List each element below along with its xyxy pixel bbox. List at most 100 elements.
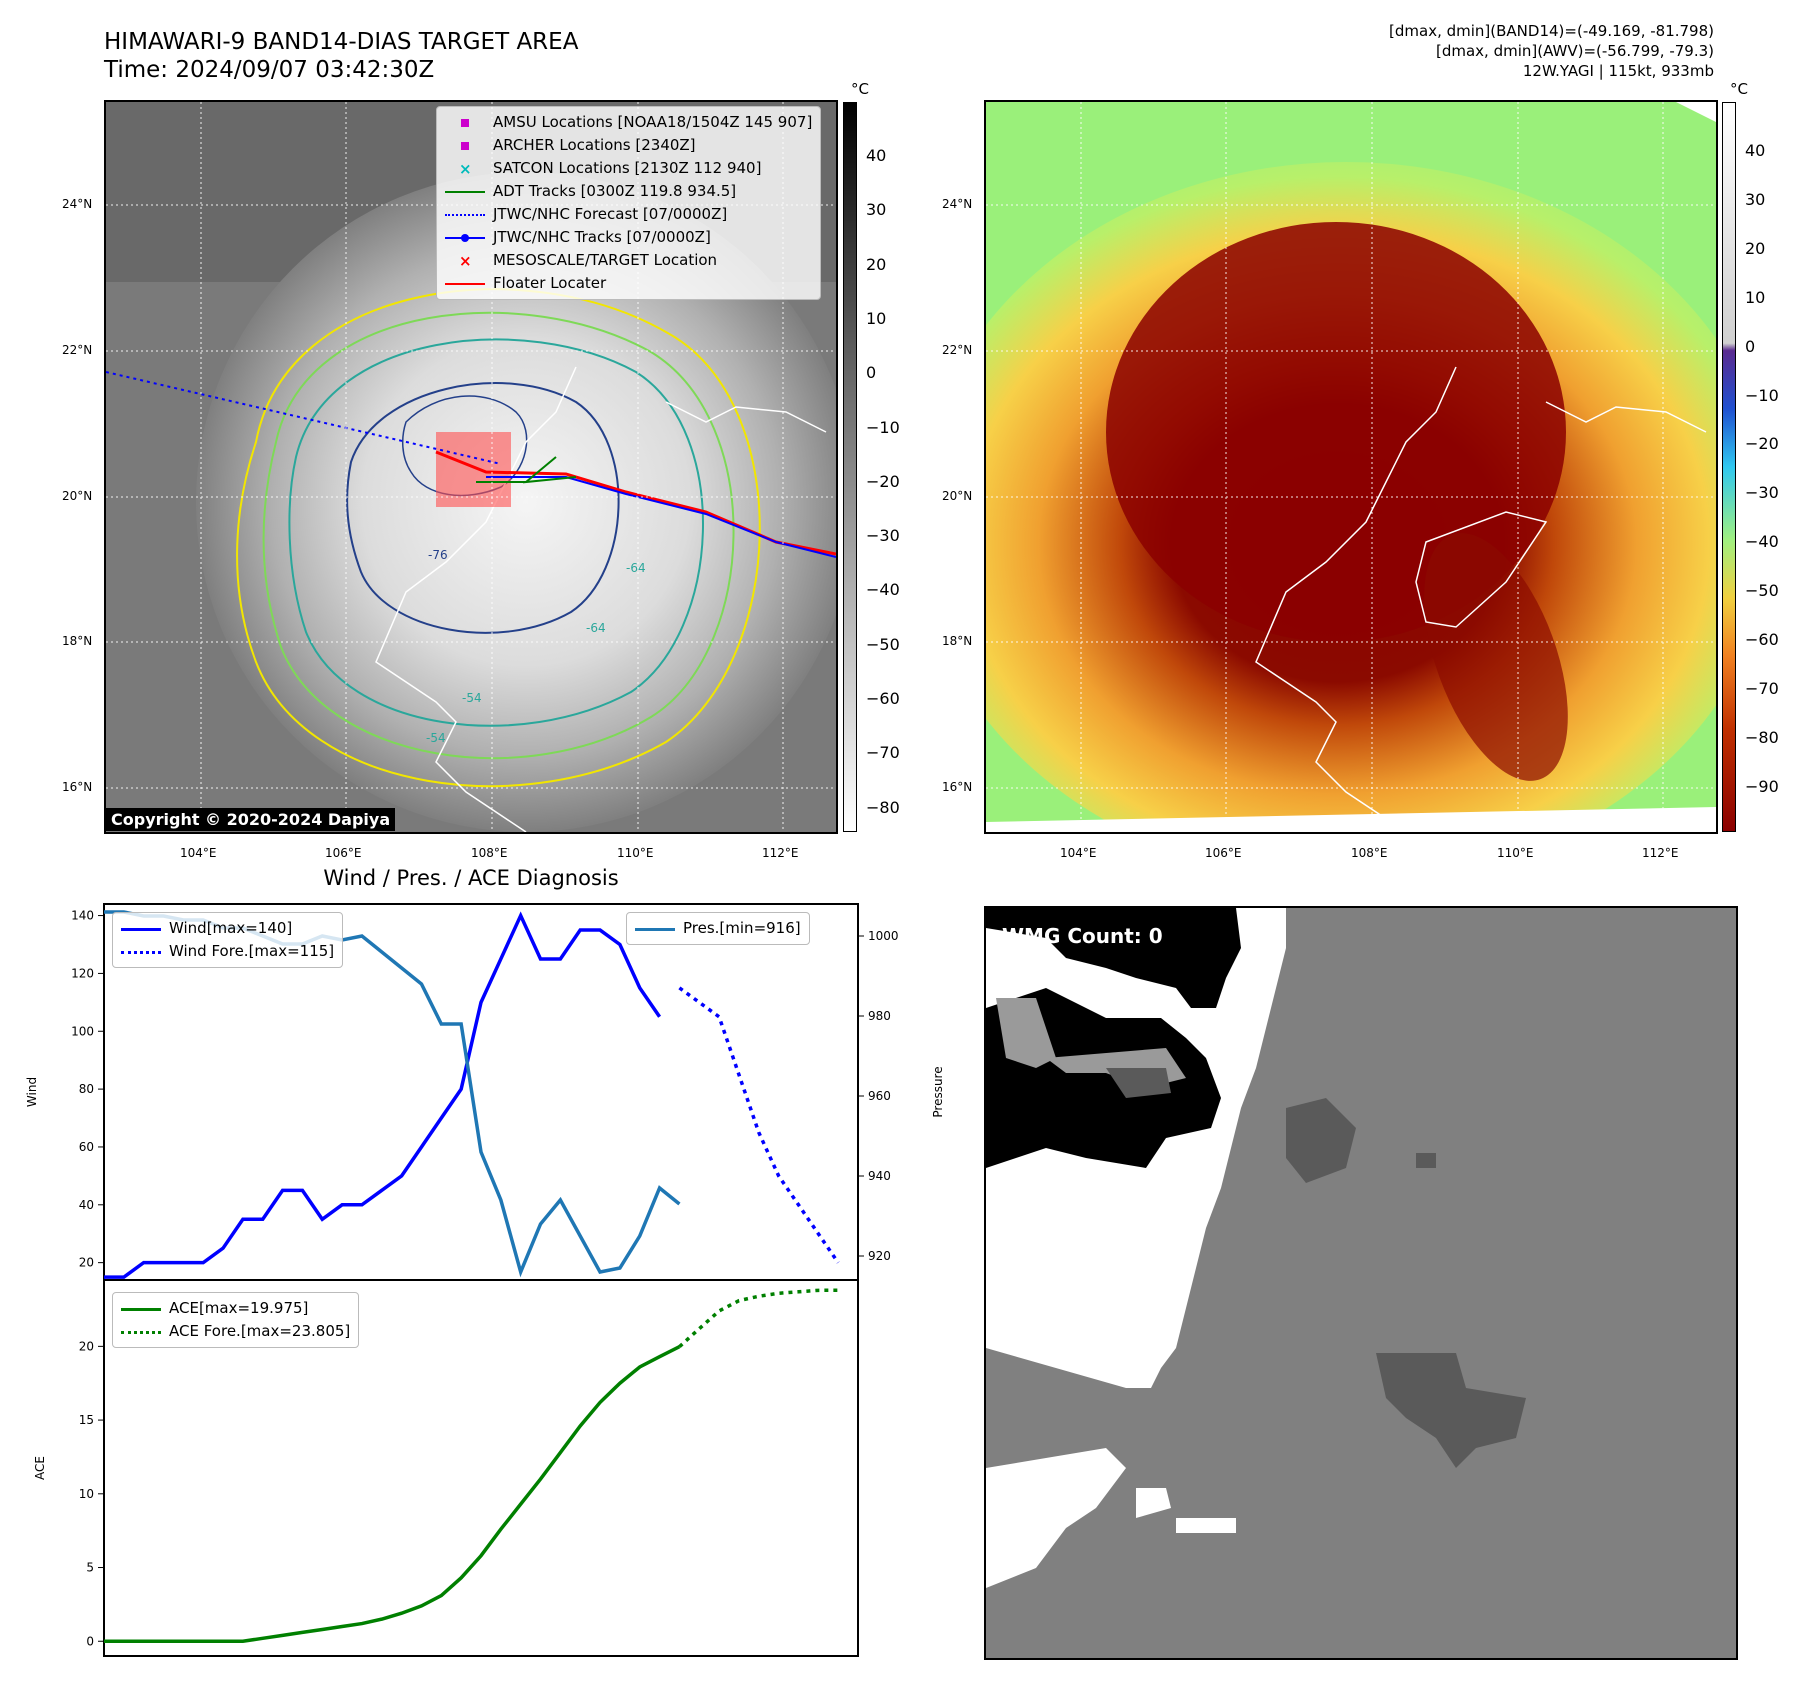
colorbar-tick-label: 40: [866, 146, 887, 165]
map-legend-item: Floater Locater: [445, 272, 812, 295]
axis-tick-label: 40: [79, 1198, 94, 1212]
axis-tick-label: 5: [86, 1561, 94, 1575]
contour-label: -76: [428, 548, 448, 562]
map-legend-item: JTWC/NHC Tracks [07/0000Z]: [445, 226, 812, 249]
lat-label: 18°N: [942, 634, 973, 648]
legend-item: Wind[max=140]: [121, 917, 334, 940]
contour-label: -64: [586, 621, 606, 635]
lon-label: 108°E: [1351, 846, 1388, 860]
contour-label: -54: [462, 691, 482, 705]
series-line: [104, 1345, 681, 1644]
colorbar-tick-label: 20: [1745, 238, 1766, 258]
colorbar-tick-label: 20: [866, 254, 887, 274]
colorbar-tick-label: 0: [1745, 336, 1756, 356]
legend-line-icon: [635, 922, 675, 936]
chart-title-line1: HIMAWARI-9 BAND14-DIAS TARGET AREA: [104, 29, 579, 55]
lon-label: 104°E: [1060, 846, 1097, 860]
solid-line-icon: [445, 185, 485, 199]
wind-legend: Wind[max=140] Wind Fore.[max=115]: [112, 912, 344, 968]
lat-label: 18°N: [62, 634, 93, 648]
map-legend-label: Floater Locater: [493, 274, 607, 292]
lat-label: 22°N: [942, 343, 973, 357]
legend-label: Wind Fore.[max=115]: [169, 942, 335, 960]
map-legend-item: × SATCON Locations [2130Z 112 940]: [445, 157, 812, 180]
axis-tick-label: 1000: [868, 929, 899, 943]
pressure-legend: Pres.[min=916]: [626, 912, 810, 945]
colorbar-tick-label: 30: [1745, 189, 1766, 209]
map-legend-label: JTWC/NHC Forecast [07/0000Z]: [493, 205, 728, 223]
square-marker-icon: [445, 116, 485, 130]
lat-label: 16°N: [942, 780, 973, 794]
map-legend-label: JTWC/NHC Tracks [07/0000Z]: [493, 228, 711, 246]
chart-title-line2: Time: 2024/09/07 03:42:30Z: [104, 57, 435, 83]
legend-label: ACE Fore.[max=23.805]: [169, 1322, 351, 1340]
colorbar-tick-label: −50: [866, 634, 900, 654]
x-marker-icon: ×: [459, 251, 472, 270]
line-dot-icon: [445, 231, 485, 245]
axis-tick-label: 940: [868, 1169, 891, 1183]
lon-label: 108°E: [471, 846, 508, 860]
colorbar-tick-label: 40: [1745, 141, 1766, 160]
axis-tick-label: 120: [71, 966, 94, 980]
gray-colorbar: [843, 102, 857, 832]
info-line1: [dmax, dmin](BAND14)=(-49.169, -81.798): [1389, 22, 1714, 40]
colorbar-tick-label: −70: [866, 743, 900, 763]
lon-label: 112°E: [762, 846, 799, 860]
lon-label: 110°E: [1497, 846, 1534, 860]
dotted-line-icon: [445, 208, 485, 222]
diagnosis-chart: 20 40 60 80 100 120 140 920 940 960 980 1000 0 5 10 1…: [25, 903, 945, 1657]
lat-label: 22°N: [62, 343, 93, 357]
colorbar-tick-label: −80: [1745, 727, 1779, 747]
axis-tick-label: 80: [79, 1082, 94, 1096]
lat-label: 20°N: [942, 489, 973, 503]
colorbar-tick-label: 0: [866, 363, 877, 383]
info-line2: [dmax, dmin](AWV)=(-56.799, -79.3): [1435, 42, 1714, 60]
info-line3: 12W.YAGI | 115kt, 933mb: [1522, 62, 1714, 80]
legend-dotted-icon: [121, 1325, 161, 1339]
colorbar-tick-label: −20: [866, 471, 900, 491]
gray-colorbar-unit: °C: [851, 80, 869, 98]
ace-axis-label: ACE: [33, 1456, 47, 1480]
map-legend-label: SATCON Locations [2130Z 112 940]: [493, 159, 762, 177]
lon-label: 106°E: [1205, 846, 1242, 860]
color-colorbar: [1722, 102, 1736, 832]
colorbar-tick-label: −60: [866, 689, 900, 708]
ace-legend: ACE[max=19.975] ACE Fore.[max=23.805]: [112, 1292, 360, 1348]
axis-tick-label: 920: [868, 1249, 891, 1263]
legend-line-icon: [121, 922, 161, 936]
colorbar-tick-label: −60: [1745, 630, 1779, 649]
map-legend-item: AMSU Locations [NOAA18/1504Z 145 907]: [445, 111, 812, 134]
solid-line-icon: [445, 277, 485, 291]
map-legend-label: MESOSCALE/TARGET Location: [493, 251, 718, 269]
lat-label: 16°N: [62, 780, 93, 794]
colorbar-tick-label: −40: [866, 580, 900, 600]
color-colorbar-unit: °C: [1730, 80, 1748, 98]
legend-item: Wind Fore.[max=115]: [121, 940, 334, 963]
square-marker-icon: [445, 139, 485, 153]
copyright-label: Copyright © 2020-2024 Dapiya: [106, 808, 396, 831]
awv-map-image: [986, 102, 1716, 832]
map-legend-item: JTWC/NHC Forecast [07/0000Z]: [445, 203, 812, 226]
contour-label: -64: [626, 561, 646, 575]
lon-label: 110°E: [617, 846, 654, 860]
axis-tick-label: 20: [79, 1339, 94, 1353]
colorbar-tick-label: −30: [866, 526, 900, 546]
axis-tick-label: 980: [868, 1009, 891, 1023]
map-legend-label: AMSU Locations [NOAA18/1504Z 145 907]: [493, 113, 813, 131]
axis-tick-label: 15: [79, 1413, 94, 1427]
colorbar-tick-label: −30: [1745, 483, 1779, 503]
axis-tick-label: 10: [79, 1487, 94, 1501]
legend-label: ACE[max=19.975]: [169, 1299, 309, 1317]
wmg-count-label: WMG Count: 0: [1002, 924, 1163, 948]
axis-tick-label: 100: [71, 1024, 94, 1038]
lon-label: 104°E: [180, 846, 217, 860]
diagnosis-title: Wind / Pres. / ACE Diagnosis: [323, 866, 619, 890]
colorbar-tick-label: −90: [1745, 776, 1779, 796]
wmg-panel: [984, 906, 1738, 1660]
lon-label: 112°E: [1642, 846, 1679, 860]
lat-label: 24°N: [942, 197, 973, 211]
series-line: [678, 986, 840, 1264]
legend-item: Pres.[min=916]: [635, 917, 801, 940]
axis-tick-label: 20: [79, 1256, 94, 1270]
series-line: [104, 911, 662, 1279]
